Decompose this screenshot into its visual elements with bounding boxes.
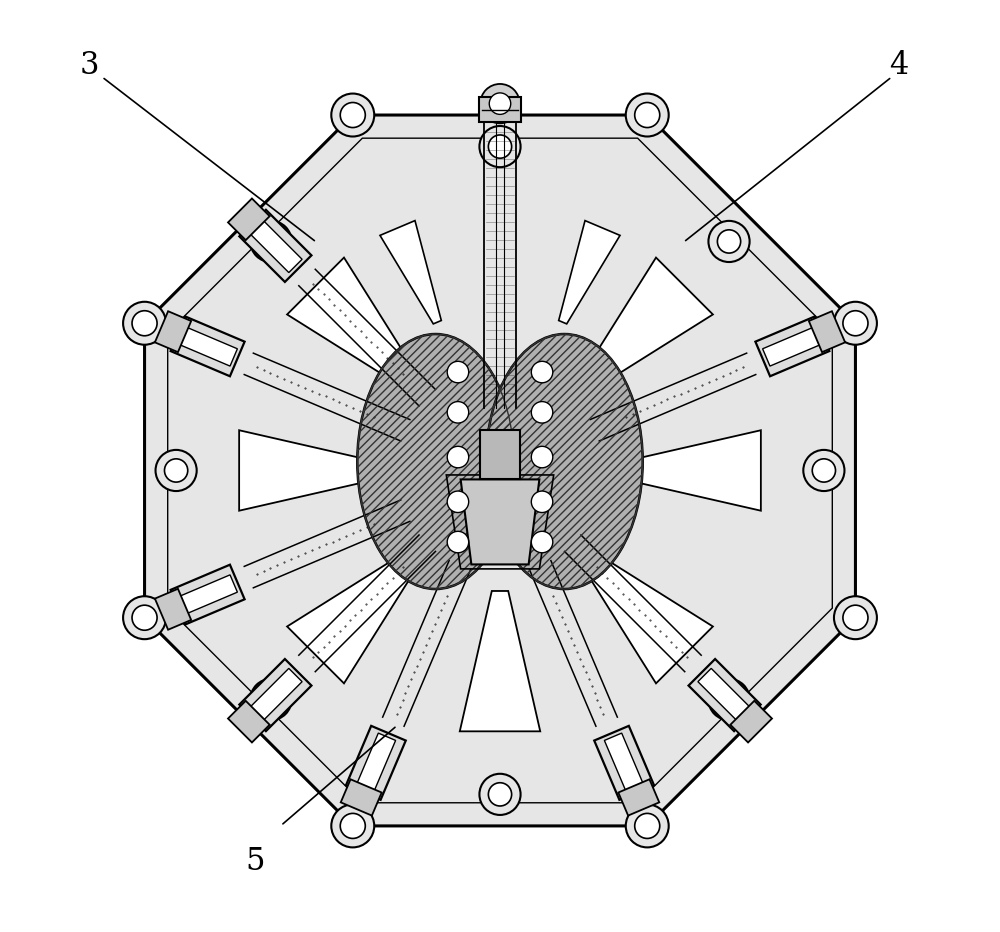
Polygon shape [239,659,311,731]
Polygon shape [380,221,441,324]
Polygon shape [689,659,761,731]
Circle shape [531,362,553,383]
Bar [480,431,520,479]
Polygon shape [698,668,751,721]
Polygon shape [755,317,829,377]
Polygon shape [460,591,540,732]
Circle shape [717,230,741,254]
Polygon shape [171,317,245,377]
Circle shape [331,93,374,136]
Polygon shape [618,779,659,816]
Circle shape [717,688,741,711]
Circle shape [479,126,521,167]
Text: 4: 4 [889,50,908,81]
Polygon shape [621,431,761,511]
Circle shape [340,814,365,839]
Circle shape [708,678,750,720]
Circle shape [132,605,157,630]
Circle shape [834,302,877,345]
Ellipse shape [486,334,643,589]
Polygon shape [178,326,237,366]
Circle shape [447,402,469,423]
Circle shape [843,310,868,336]
Circle shape [331,804,374,847]
Circle shape [447,491,469,513]
Circle shape [843,605,868,630]
Circle shape [479,774,521,815]
Circle shape [626,804,669,847]
Circle shape [156,450,197,491]
Circle shape [447,531,469,553]
Polygon shape [356,733,396,792]
Polygon shape [730,701,772,743]
Circle shape [259,688,283,711]
Polygon shape [171,565,245,624]
Polygon shape [145,115,855,826]
Polygon shape [228,701,270,743]
Polygon shape [346,726,406,800]
Circle shape [531,531,553,553]
Polygon shape [228,199,270,240]
Circle shape [259,230,283,254]
Circle shape [803,450,844,491]
Polygon shape [461,479,539,565]
Circle shape [635,103,660,128]
Polygon shape [594,726,654,800]
Polygon shape [579,257,713,391]
Polygon shape [287,257,421,391]
Circle shape [123,302,166,345]
Polygon shape [287,550,421,683]
Circle shape [834,596,877,639]
Polygon shape [341,779,382,816]
Circle shape [489,93,511,115]
Circle shape [488,135,512,158]
Ellipse shape [357,334,514,589]
Circle shape [132,310,157,336]
Circle shape [123,596,166,639]
Polygon shape [239,210,311,282]
Polygon shape [809,311,845,352]
Text: 5: 5 [245,846,265,877]
Polygon shape [579,550,713,683]
Polygon shape [249,668,302,721]
Circle shape [250,221,292,262]
Circle shape [480,84,520,123]
Polygon shape [249,219,302,272]
Circle shape [447,446,469,468]
Circle shape [812,459,836,482]
Polygon shape [155,311,191,352]
Circle shape [626,93,669,136]
Bar [479,97,521,122]
Circle shape [531,491,553,513]
Circle shape [447,362,469,383]
Polygon shape [178,575,237,614]
Circle shape [340,103,365,128]
Polygon shape [763,326,822,366]
Circle shape [635,814,660,839]
Polygon shape [559,221,620,324]
Circle shape [531,402,553,423]
Polygon shape [239,431,379,511]
Circle shape [164,459,188,482]
Circle shape [708,221,750,262]
Polygon shape [604,733,644,792]
Circle shape [488,783,512,806]
Circle shape [531,446,553,468]
Text: 3: 3 [79,50,99,81]
Circle shape [250,678,292,720]
Polygon shape [155,589,191,630]
